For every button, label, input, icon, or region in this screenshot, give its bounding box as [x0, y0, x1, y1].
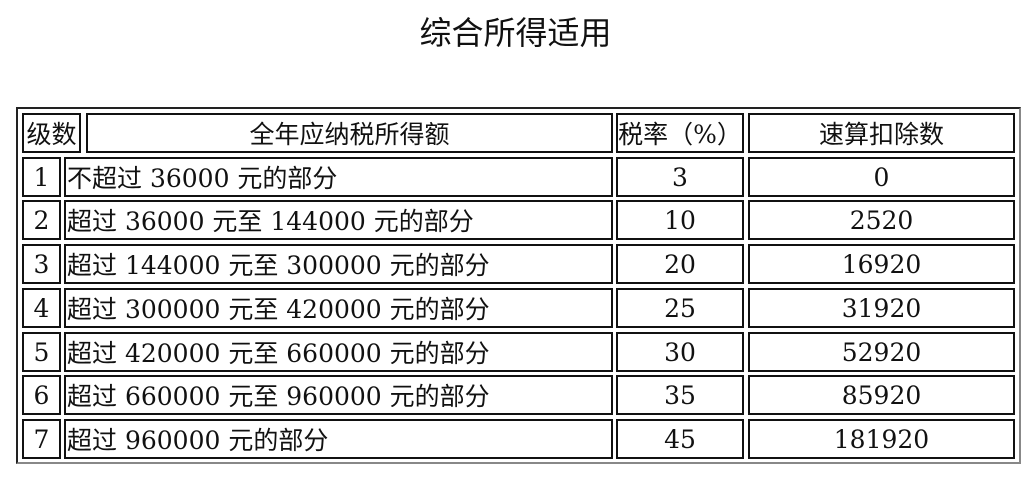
cell-tax-rate: 10: [616, 200, 744, 240]
cell-level: 3: [22, 244, 61, 284]
cell-taxable-income: 不超过 36000 元的部分: [64, 157, 613, 197]
cell-tax-rate: 35: [616, 375, 744, 415]
cell-taxable-income: 超过 300000 元至 420000 元的部分: [64, 288, 613, 328]
cell-level: 1: [22, 157, 61, 197]
cell-tax-rate: 3: [616, 157, 744, 197]
cell-taxable-income: 超过 660000 元至 960000 元的部分: [64, 375, 613, 415]
header-taxable-income: 全年应纳税所得额: [86, 113, 613, 153]
cell-level: 7: [22, 419, 61, 459]
cell-level: 5: [22, 332, 61, 372]
cell-tax-rate: 30: [616, 332, 744, 372]
cell-level: 4: [22, 288, 61, 328]
cell-tax-rate: 45: [616, 419, 744, 459]
header-level: 级数: [22, 113, 81, 153]
cell-level: 2: [22, 200, 61, 240]
cell-quick-deduction: 0: [748, 157, 1015, 197]
page-title: 综合所得适用: [419, 14, 612, 52]
cell-quick-deduction: 181920: [748, 419, 1015, 459]
cell-tax-rate: 25: [616, 288, 744, 328]
cell-level: 6: [22, 375, 61, 415]
tax-rate-table: [16, 107, 1021, 464]
cell-taxable-income: 超过 36000 元至 144000 元的部分: [64, 200, 613, 240]
cell-taxable-income: 超过 144000 元至 300000 元的部分: [64, 244, 613, 284]
cell-quick-deduction: 52920: [748, 332, 1015, 372]
cell-quick-deduction: 16920: [748, 244, 1015, 284]
header-quick-deduction: 速算扣除数: [748, 113, 1015, 153]
cell-taxable-income: 超过 960000 元的部分: [64, 419, 613, 459]
cell-quick-deduction: 31920: [748, 288, 1015, 328]
header-tax-rate: 税率（%）: [616, 113, 744, 153]
cell-tax-rate: 20: [616, 244, 744, 284]
cell-quick-deduction: 85920: [748, 375, 1015, 415]
cell-quick-deduction: 2520: [748, 200, 1015, 240]
cell-taxable-income: 超过 420000 元至 660000 元的部分: [64, 332, 613, 372]
